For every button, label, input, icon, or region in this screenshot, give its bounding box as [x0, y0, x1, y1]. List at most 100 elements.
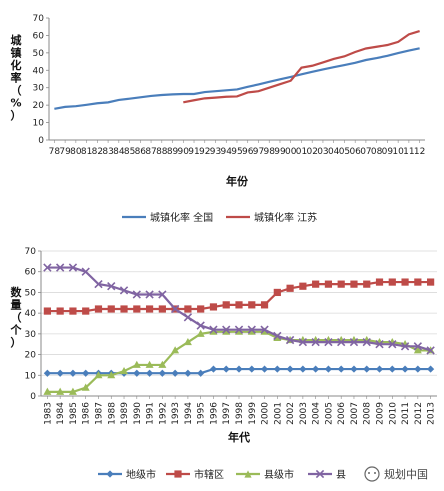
data-point: [209, 303, 218, 311]
y-axis-title-char: %: [10, 97, 21, 110]
legend-marker: [244, 470, 252, 478]
x-tick-label: 2012: [414, 402, 424, 425]
data-point: [184, 305, 192, 313]
data-point: [145, 290, 154, 299]
x-tick-label: 04: [328, 147, 340, 157]
data-point: [197, 369, 205, 377]
x-tick-label: 82: [92, 147, 103, 157]
y-tick-label: 40: [25, 309, 37, 319]
x-tick-label: 01: [296, 147, 307, 157]
series-line: [183, 30, 420, 104]
data-point: [426, 346, 435, 355]
y-axis-title-char: 化: [11, 58, 22, 72]
x-tick-label: 1992: [158, 402, 168, 425]
data-point: [311, 337, 320, 347]
data-point: [401, 278, 409, 286]
data-point: [388, 278, 396, 286]
data-point: [349, 337, 359, 347]
y-tick-label: 10: [25, 371, 37, 381]
x-tick-label: 1995: [197, 402, 207, 425]
x-tick-label: 87: [145, 147, 156, 157]
data-point: [69, 307, 77, 315]
y-tick-label: 60: [33, 31, 45, 41]
data-point: [43, 369, 51, 377]
y-axis-title-char: 个: [10, 323, 23, 337]
x-axis-title: 年份: [226, 174, 249, 188]
x-tick-label: 97: [253, 147, 264, 157]
data-point: [158, 360, 167, 368]
x-tick-label: 90: [178, 147, 190, 157]
data-point: [132, 360, 141, 368]
data-point: [145, 360, 154, 368]
y-axis-title-char: 数: [11, 285, 23, 299]
data-point: [222, 325, 231, 334]
y-tick-label: 20: [25, 351, 37, 361]
x-tick-label: 81: [81, 147, 92, 157]
y-tick-label: 0: [30, 392, 36, 402]
x-tick-label: 07: [360, 147, 371, 157]
x-tick-label: 84: [113, 147, 125, 157]
data-point: [55, 263, 65, 272]
data-point: [235, 365, 243, 373]
data-point: [158, 290, 167, 299]
data-point: [260, 325, 269, 334]
data-point: [107, 282, 116, 291]
legend-item: 县: [308, 469, 346, 481]
x-tick-label: 1990: [133, 402, 143, 425]
x-tick-label: 1989: [120, 402, 130, 425]
x-tick-label: 1987: [94, 402, 104, 425]
data-point: [312, 365, 320, 373]
legend-item: 城镇化率 全国: [122, 211, 213, 224]
data-point: [119, 286, 129, 295]
x-tick-label: 1983: [43, 402, 53, 425]
x-tick-label: 1985: [69, 402, 79, 425]
x-tick-label: 78: [49, 147, 61, 157]
data-point: [388, 340, 397, 349]
x-tick-label: 1986: [82, 402, 92, 425]
data-point: [68, 263, 78, 272]
x-tick-label: 2004: [312, 402, 322, 425]
city-count-chart: 0 10 20 30 40 50 60 70 1983 1984 1985 1986 1987 1988…: [10, 247, 437, 481]
data-point: [248, 365, 256, 373]
data-point: [413, 346, 422, 354]
y-tick-label: 50: [25, 288, 37, 298]
data-point: [209, 327, 218, 335]
x-tick-label: 92: [199, 147, 210, 157]
data-point: [107, 305, 115, 313]
x-tick-label: 03: [317, 147, 328, 157]
data-point: [350, 280, 358, 288]
data-point: [234, 325, 244, 334]
y-tick-label: 20: [33, 101, 45, 111]
data-point: [171, 346, 180, 354]
x-tick-label: 1994: [184, 402, 194, 425]
data-point: [299, 365, 307, 373]
y-tick-label: 50: [33, 49, 45, 59]
data-point: [197, 305, 205, 313]
data-point: [183, 313, 193, 322]
data-point: [273, 331, 282, 341]
data-point: [209, 365, 218, 373]
legend-marker: [174, 470, 182, 478]
y-tick-label: 10: [33, 119, 45, 129]
x-tick-label: 88: [156, 147, 168, 157]
data-point: [82, 369, 90, 377]
legend-label: 县: [336, 469, 346, 481]
data-point: [56, 307, 64, 315]
y-tick-label: 70: [33, 14, 45, 24]
wechat-icon-dot: [368, 472, 370, 474]
data-point: [286, 284, 294, 292]
legend-label: 城镇化率 全国: [150, 211, 213, 224]
y-tick-label: 0: [38, 136, 44, 146]
y-axis-title-char: 镇: [11, 46, 22, 60]
data-point: [196, 321, 205, 330]
y-axis-title-char: 城: [11, 33, 22, 47]
data-point: [222, 301, 230, 309]
data-point: [286, 365, 294, 373]
data-point: [312, 280, 320, 288]
legend: 地级市 市辖区 县级市 县: [98, 468, 346, 481]
legend-marker: [315, 469, 325, 479]
y-axis-title-char: 量: [11, 299, 22, 312]
x-tick-label: 12: [414, 147, 425, 157]
data-point: [170, 304, 180, 314]
legend-label: 城镇化率 江苏: [254, 211, 317, 224]
